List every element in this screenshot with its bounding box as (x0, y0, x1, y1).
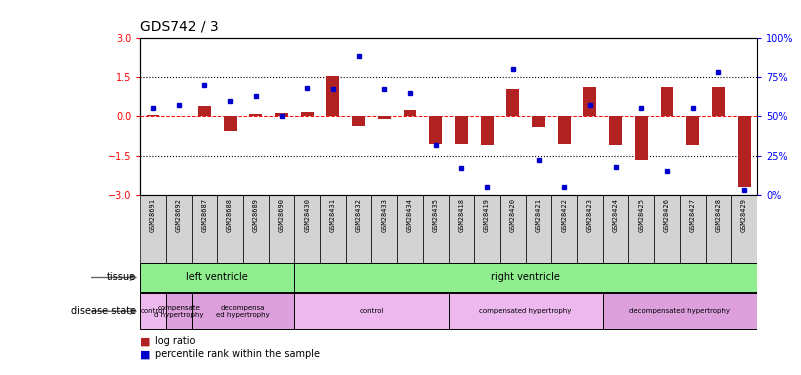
Bar (249, 114, 262, 116)
Text: GSM28691: GSM28691 (150, 198, 156, 232)
Bar (449, 195, 474, 262)
Text: GSM28431: GSM28431 (330, 198, 336, 232)
Bar (372, 195, 397, 262)
Text: GSM28432: GSM28432 (356, 198, 361, 232)
Text: disease state: disease state (71, 306, 136, 316)
Text: GSM28428: GSM28428 (715, 198, 722, 232)
Text: right ventricle: right ventricle (491, 273, 560, 282)
Bar (557, 116, 570, 144)
Bar (191, 293, 295, 329)
Text: GSM28427: GSM28427 (690, 198, 696, 232)
Text: GSM28422: GSM28422 (562, 198, 567, 232)
Bar (610, 116, 622, 145)
Text: GSM28435: GSM28435 (433, 198, 439, 232)
Text: percentile rank within the sample: percentile rank within the sample (155, 350, 320, 359)
Text: GSM28689: GSM28689 (253, 198, 259, 232)
Bar (275, 113, 288, 116)
Text: left ventricle: left ventricle (187, 273, 248, 282)
Bar (583, 87, 596, 116)
Bar (731, 195, 757, 262)
Bar (506, 89, 519, 116)
Text: GSM28421: GSM28421 (536, 198, 541, 232)
Bar (295, 293, 449, 329)
Bar (661, 87, 674, 116)
Text: decompensated hypertrophy: decompensated hypertrophy (630, 308, 731, 314)
Bar (397, 195, 423, 262)
Text: GSM28430: GSM28430 (304, 198, 310, 232)
Text: control: control (360, 308, 384, 314)
Bar (346, 195, 372, 262)
Bar (686, 116, 699, 145)
Bar (147, 115, 159, 116)
Text: GSM28687: GSM28687 (201, 198, 207, 232)
Bar (404, 111, 417, 116)
Bar (243, 195, 268, 262)
Bar (320, 195, 346, 262)
Bar (217, 195, 243, 262)
Text: control: control (141, 308, 165, 314)
Bar (525, 195, 551, 262)
Text: GSM28433: GSM28433 (381, 198, 388, 232)
Bar (654, 195, 680, 262)
Bar (166, 195, 191, 262)
Bar (295, 195, 320, 262)
Bar (449, 293, 603, 329)
Bar (551, 195, 577, 262)
Bar (223, 116, 236, 131)
Bar (378, 116, 391, 119)
Bar (166, 293, 191, 329)
Text: compensate
d hypertrophy: compensate d hypertrophy (154, 305, 203, 318)
Text: GSM28419: GSM28419 (484, 198, 490, 232)
Bar (352, 116, 365, 126)
Text: GSM28426: GSM28426 (664, 198, 670, 232)
Text: GSM28690: GSM28690 (279, 198, 284, 232)
Bar (140, 263, 295, 292)
Bar (455, 116, 468, 144)
Bar (532, 116, 545, 127)
Bar (500, 195, 525, 262)
Text: tissue: tissue (107, 273, 136, 282)
Bar (603, 195, 629, 262)
Bar (429, 116, 442, 144)
Text: GSM28688: GSM28688 (227, 198, 233, 232)
Bar (191, 195, 217, 262)
Text: GSM28429: GSM28429 (741, 198, 747, 232)
Bar (680, 195, 706, 262)
Text: decompensa
ed hypertrophy: decompensa ed hypertrophy (216, 305, 270, 318)
Bar (738, 116, 751, 187)
Text: GSM28423: GSM28423 (587, 198, 593, 232)
Bar (603, 293, 757, 329)
Bar (327, 76, 340, 116)
Text: GSM28692: GSM28692 (175, 198, 182, 232)
Bar (706, 195, 731, 262)
Bar (295, 263, 757, 292)
Bar (140, 293, 166, 329)
Text: GDS742 / 3: GDS742 / 3 (140, 20, 219, 34)
Bar (577, 195, 603, 262)
Bar (474, 195, 500, 262)
Bar (712, 87, 725, 116)
Text: GSM28418: GSM28418 (458, 198, 465, 232)
Text: GSM28420: GSM28420 (509, 198, 516, 232)
Text: ■: ■ (140, 350, 151, 359)
Bar (423, 195, 449, 262)
Text: compensated hypertrophy: compensated hypertrophy (480, 308, 572, 314)
Text: GSM28424: GSM28424 (613, 198, 618, 232)
Bar (301, 111, 314, 116)
Text: ■: ■ (140, 336, 151, 346)
Bar (635, 116, 648, 160)
Text: GSM28434: GSM28434 (407, 198, 413, 232)
Text: GSM28425: GSM28425 (638, 198, 644, 232)
Bar (268, 195, 295, 262)
Bar (140, 195, 166, 262)
Bar (629, 195, 654, 262)
Bar (481, 116, 493, 145)
Bar (198, 106, 211, 116)
Text: log ratio: log ratio (155, 336, 195, 346)
